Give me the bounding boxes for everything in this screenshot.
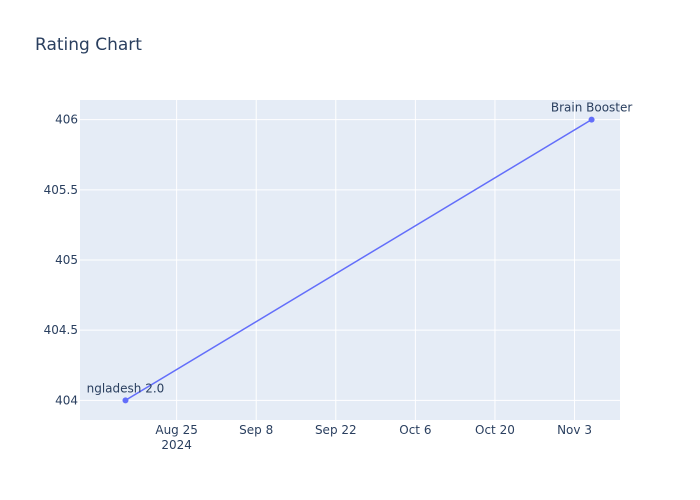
data-point [122, 397, 129, 404]
x-tick-label: Aug 25 [155, 423, 198, 437]
y-tick-label: 406 [55, 113, 78, 127]
y-tick-label: 404.5 [44, 323, 78, 337]
x-tick-sublabel: 2024 [161, 438, 192, 452]
x-tick-label: Oct 20 [475, 423, 515, 437]
point-labels: ngladesh 2.0 Brain Booster [87, 101, 633, 396]
chart-title: Rating Chart [35, 35, 142, 55]
data-point [588, 116, 595, 123]
series-layer [122, 116, 595, 404]
y-tick-label: 405.5 [44, 183, 78, 197]
x-tick-label: Sep 8 [239, 423, 273, 437]
data-point-label: Brain Booster [551, 101, 633, 115]
x-tick-label: Nov 3 [557, 423, 592, 437]
series-line [125, 119, 592, 401]
y-gridlines [80, 119, 620, 401]
x-tick-label: Sep 22 [315, 423, 357, 437]
data-point-label: ngladesh 2.0 [87, 381, 165, 395]
x-tick-label: Oct 6 [399, 423, 431, 437]
y-tick-label: 404 [55, 393, 78, 407]
y-axis-tick-labels: 404 404.5 405 405.5 406 [44, 113, 78, 408]
y-tick-label: 405 [55, 253, 78, 267]
